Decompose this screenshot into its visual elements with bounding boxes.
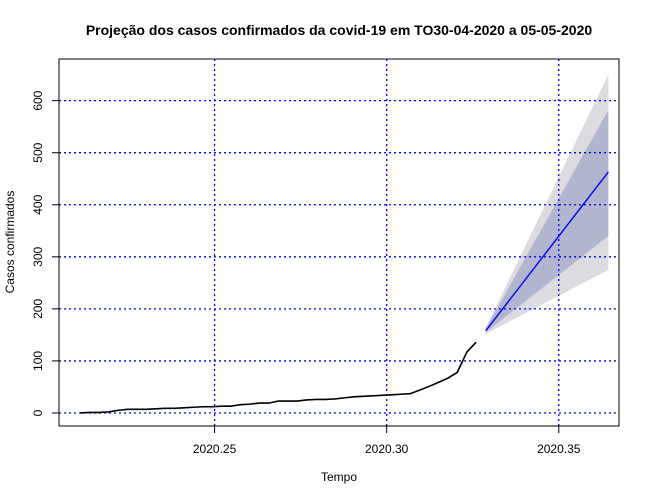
y-tick-label: 600 (31, 90, 45, 110)
y-tick-label: 200 (31, 299, 45, 319)
x-tick-label: 2020.35 (537, 442, 581, 456)
grid-lines (59, 59, 619, 426)
y-tick-label: 0 (31, 409, 45, 416)
y-axis: 0 100 200 300 400 500 600 (31, 90, 59, 416)
y-tick-label: 300 (31, 246, 45, 266)
x-axis: 2020.25 2020.30 2020.35 (193, 426, 581, 456)
series-lines (80, 171, 609, 414)
x-axis-title: Tempo (321, 470, 357, 484)
plot-frame (58, 58, 620, 427)
band-80 (485, 110, 609, 333)
forecast-line (485, 171, 609, 332)
y-tick-label: 500 (31, 142, 45, 162)
band-95 (485, 74, 609, 334)
observed-line (80, 341, 477, 414)
y-tick-label: 100 (31, 351, 45, 371)
chart-title: Projeção dos casos confirmados da covid-… (86, 22, 593, 38)
x-tick-label: 2020.25 (193, 442, 237, 456)
y-axis-title: Casos confirmados (3, 191, 17, 294)
x-tick-label: 2020.30 (365, 442, 409, 456)
confidence-bands (485, 74, 609, 334)
y-tick-label: 400 (31, 194, 45, 214)
